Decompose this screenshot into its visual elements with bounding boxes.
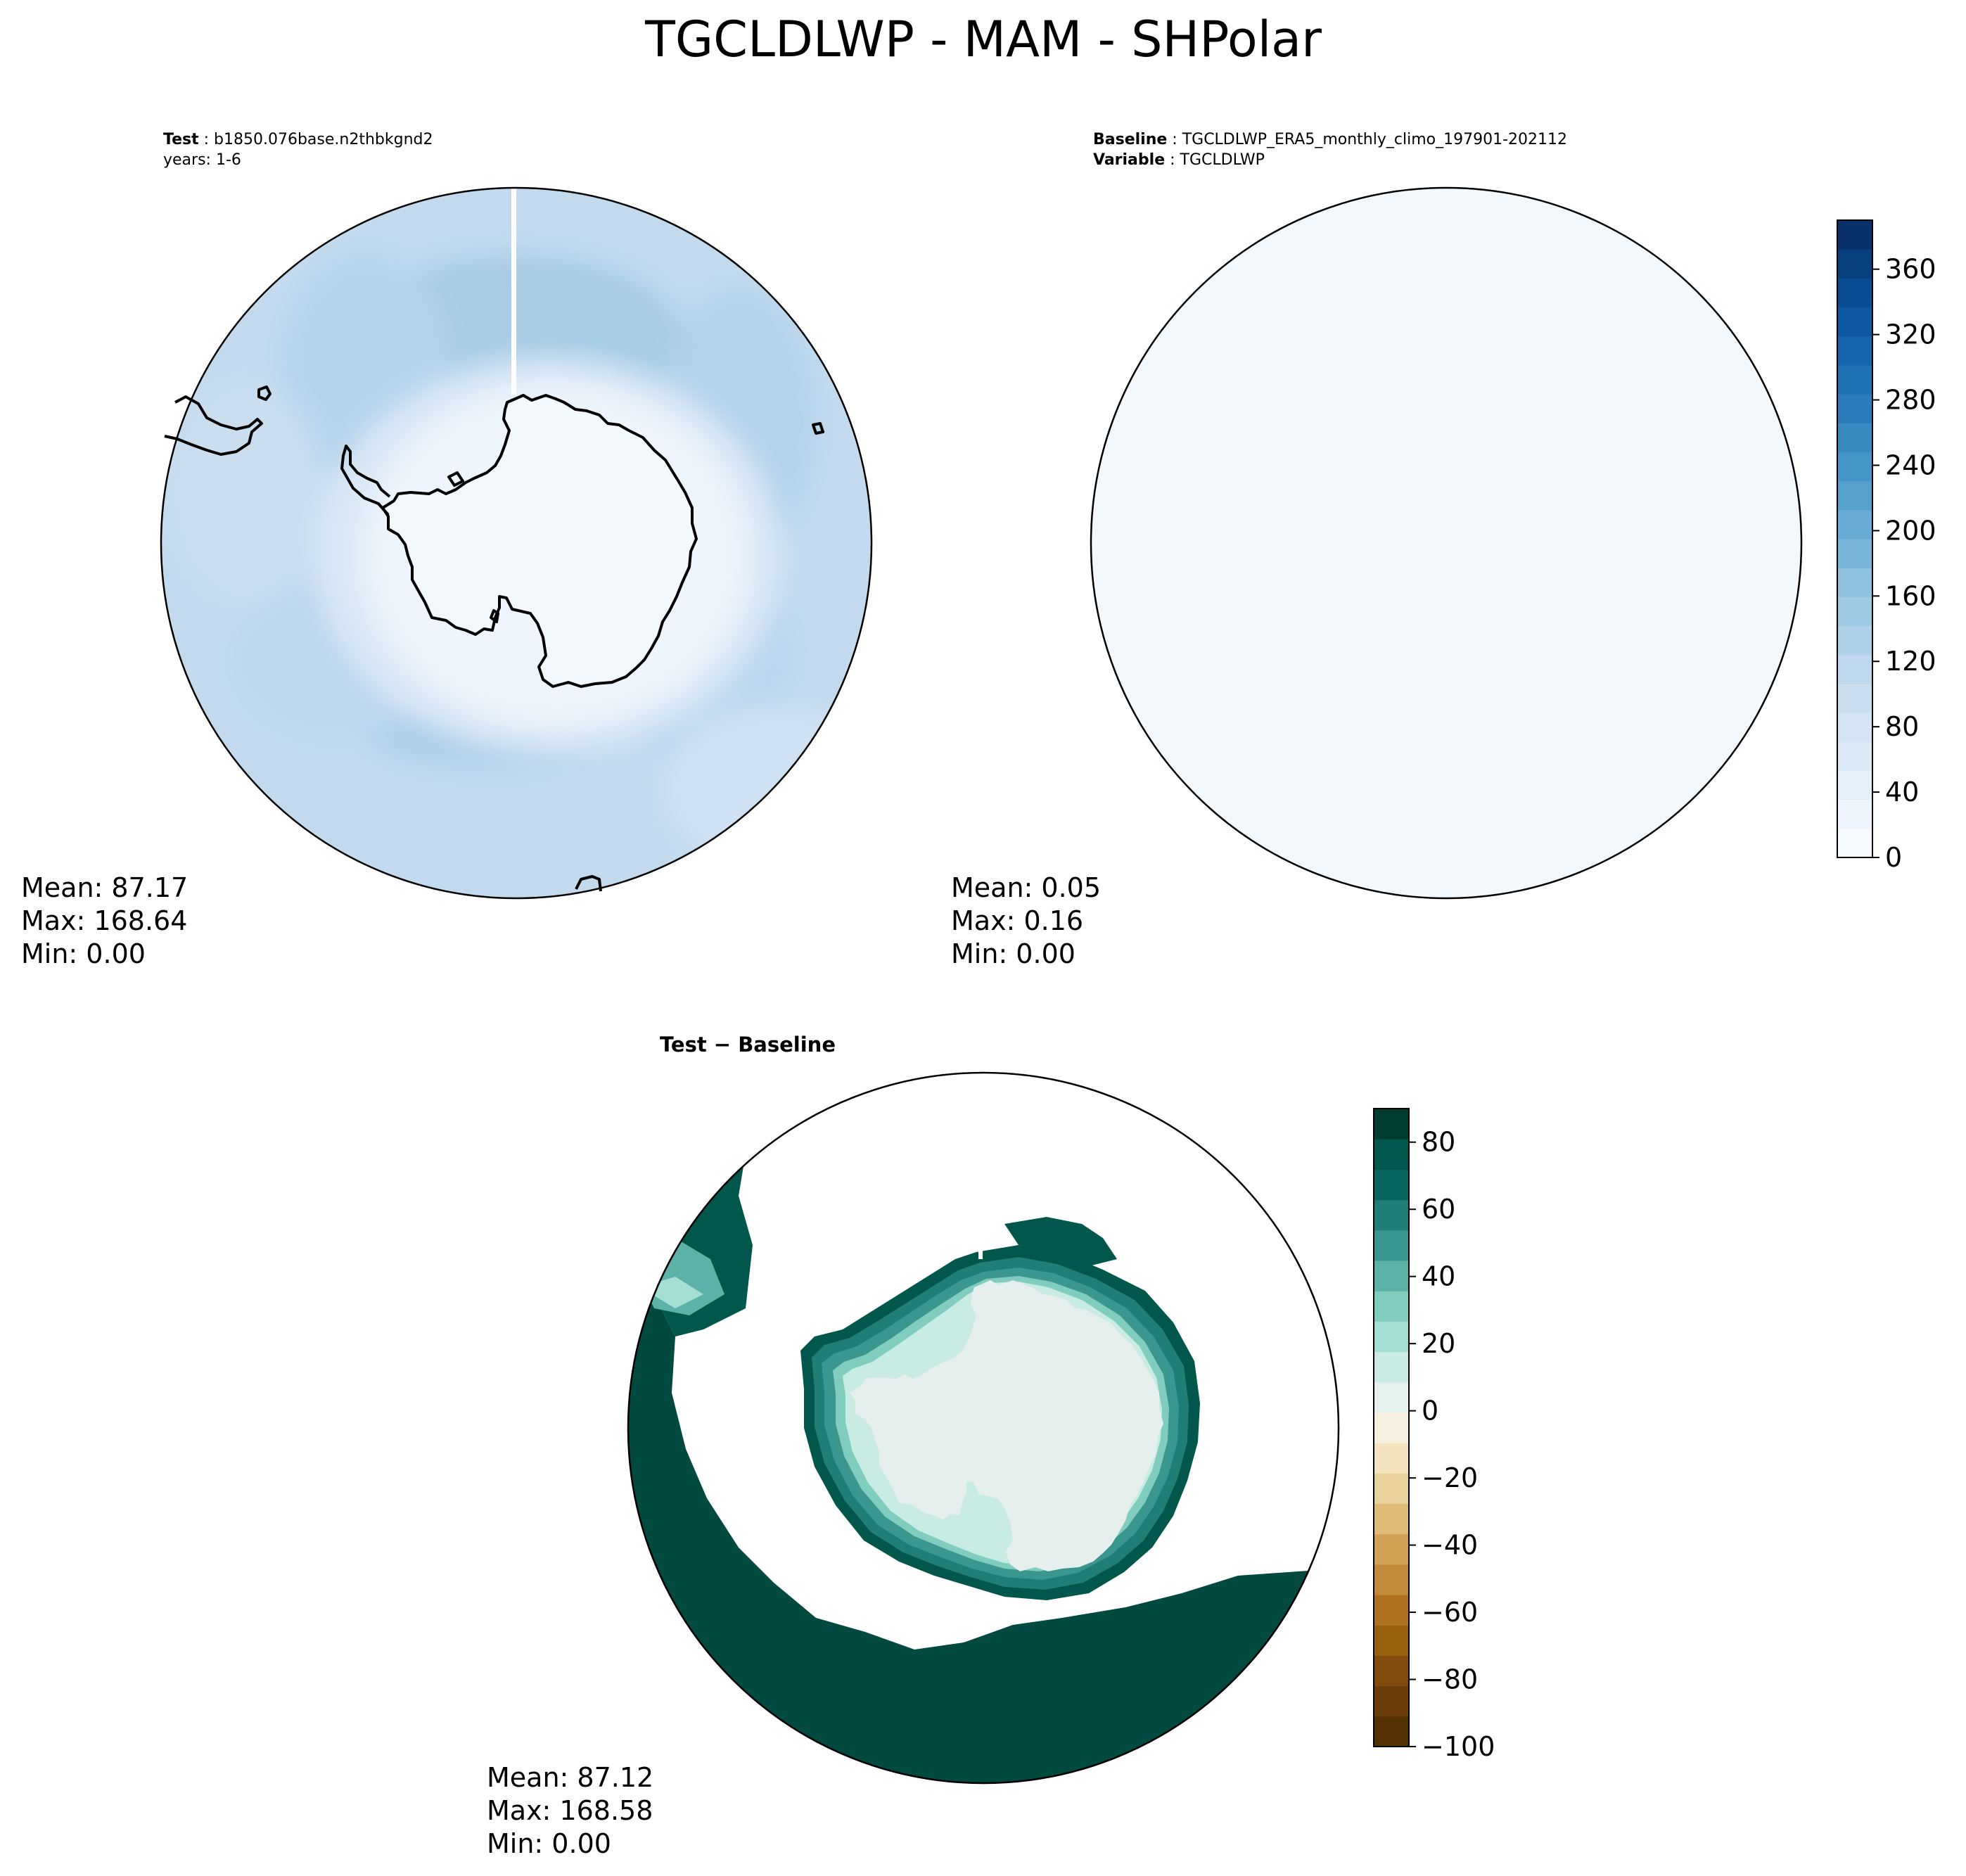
diverging-colorbar-segment xyxy=(1374,1321,1409,1353)
diverging-colorbar-segment xyxy=(1374,1382,1409,1413)
test-subheader: years: 1-6 xyxy=(163,151,241,169)
blues-colorbar-segment xyxy=(1837,539,1872,568)
baseline-variable-label: Variable xyxy=(1093,151,1165,169)
baseline-header-label: Baseline xyxy=(1093,131,1167,148)
blues-colorbar: 0 40 80 120 160 200 240 280 320 360 xyxy=(1837,219,1936,873)
diverging-colorbar-tick-label: 40 xyxy=(1422,1261,1455,1292)
diff-stat-mean: Mean: 87.12 xyxy=(487,1762,653,1793)
diverging-colorbar-segment xyxy=(1374,1109,1409,1140)
blues-colorbar-segment xyxy=(1837,568,1872,597)
blues-colorbar-segment xyxy=(1837,625,1872,656)
blues-colorbar-segment xyxy=(1837,220,1872,250)
blues-colorbar-segment xyxy=(1837,364,1872,395)
test-panel: Test : b1850.076base.n2thbkgnd2 years: 1… xyxy=(21,131,873,969)
blues-colorbar-segment xyxy=(1837,596,1872,627)
figure-title: TGCLDLWP - MAM - SHPolar xyxy=(644,11,1322,68)
blues-colorbar-tick-label: 360 xyxy=(1885,254,1936,285)
blues-colorbar-segment xyxy=(1837,249,1872,279)
blues-colorbar-tick-label: 80 xyxy=(1885,711,1919,742)
blues-colorbar-tick-label: 280 xyxy=(1885,385,1936,416)
diverging-colorbar-tick-label: −80 xyxy=(1422,1664,1478,1695)
diverging-colorbar-segment xyxy=(1374,1351,1409,1383)
test-stat-max: Max: 168.64 xyxy=(21,905,187,936)
test-stat-mean: Mean: 87.17 xyxy=(21,872,188,903)
blues-colorbar-segment xyxy=(1837,713,1872,742)
diverging-colorbar-segment xyxy=(1374,1655,1409,1687)
baseline-stat-mean: Mean: 0.05 xyxy=(951,872,1101,903)
diverging-colorbar-segment xyxy=(1374,1685,1409,1717)
diverging-colorbar-segment xyxy=(1374,1473,1409,1505)
test-map-boundary xyxy=(160,186,873,900)
blues-colorbar-segment xyxy=(1837,336,1872,366)
diverging-colorbar-segment xyxy=(1374,1199,1409,1231)
diverging-colorbar-tick-label: 80 xyxy=(1422,1127,1455,1158)
baseline-subheader: Variable : TGCLDLWP xyxy=(1093,151,1265,169)
test-map xyxy=(161,188,872,898)
diverging-colorbar-segment xyxy=(1374,1169,1409,1201)
blues-colorbar-segment xyxy=(1837,828,1872,858)
diverging-colorbar-frame xyxy=(1373,1108,1410,1747)
blues-colorbar-segment xyxy=(1837,307,1872,337)
blues-colorbar-segment xyxy=(1837,683,1872,713)
diverging-colorbar-segment xyxy=(1374,1443,1409,1474)
blues-colorbar-tick-label: 200 xyxy=(1885,515,1936,546)
diverging-colorbar-segment xyxy=(1374,1503,1409,1535)
blues-colorbar-tick-label: 240 xyxy=(1885,449,1936,480)
blues-colorbar-tick-label: 320 xyxy=(1885,319,1936,350)
blues-colorbar-segment xyxy=(1837,770,1872,800)
diverging-colorbar-tick-label: 60 xyxy=(1422,1194,1455,1225)
baseline-header: Baseline : TGCLDLWP_ERA5_monthly_climo_1… xyxy=(1093,131,1567,148)
diverging-colorbar-tick-label: 20 xyxy=(1422,1328,1455,1359)
diverging-colorbar-tick-label: −40 xyxy=(1422,1530,1478,1561)
diverging-colorbar-tick-label: 0 xyxy=(1422,1396,1438,1427)
test-stat-min: Min: 0.00 xyxy=(21,938,146,969)
baseline-stat-max: Max: 0.16 xyxy=(951,905,1083,936)
baseline-variable-value: TGCLDLWP xyxy=(1180,151,1265,169)
blues-colorbar-tick-label: 120 xyxy=(1885,646,1936,677)
blues-colorbar-frame xyxy=(1837,219,1873,858)
diverging-colorbar-tick-label: −100 xyxy=(1422,1731,1495,1762)
diff-stat-min: Min: 0.00 xyxy=(487,1828,611,1859)
test-missing-data-strip xyxy=(511,188,516,395)
diverging-colorbar-segment xyxy=(1374,1230,1409,1261)
diverging-colorbar-segment xyxy=(1374,1564,1409,1595)
test-header-label: Test xyxy=(163,131,199,148)
diverging-colorbar-segment xyxy=(1374,1533,1409,1565)
diverging-colorbar-segment xyxy=(1374,1625,1409,1657)
diverging-colorbar: −100 −80 −60 −40 −20 0 20 40 60 80 xyxy=(1373,1108,1495,1762)
diverging-colorbar-segment xyxy=(1374,1716,1409,1747)
test-header-value: b1850.076base.n2thbkgnd2 xyxy=(214,131,433,148)
blues-colorbar-segment xyxy=(1837,452,1872,482)
diverging-colorbar-tick-label: −60 xyxy=(1422,1597,1478,1628)
blues-colorbar-segment xyxy=(1837,423,1872,453)
diverging-colorbar-segment xyxy=(1374,1595,1409,1626)
diff-map-boundary xyxy=(627,1071,1340,1785)
blues-colorbar-segment xyxy=(1837,509,1872,540)
baseline-map xyxy=(1091,188,1801,898)
blues-colorbar-segment xyxy=(1837,799,1872,829)
diff-map xyxy=(628,1073,1339,1783)
blues-colorbar-tick-label: 40 xyxy=(1885,777,1919,808)
diverging-colorbar-segment xyxy=(1374,1291,1409,1322)
baseline-header-value: TGCLDLWP_ERA5_monthly_climo_197901-20211… xyxy=(1182,131,1567,148)
blues-colorbar-tick-label: 0 xyxy=(1885,842,1902,873)
diff-panel: Test − Baseline xyxy=(487,1033,1340,1859)
baseline-stat-min: Min: 0.00 xyxy=(951,938,1075,969)
blues-colorbar-segment xyxy=(1837,394,1872,423)
diff-stat-max: Max: 168.58 xyxy=(487,1795,653,1826)
blues-colorbar-segment xyxy=(1837,480,1872,511)
blues-colorbar-segment xyxy=(1837,741,1872,772)
test-header: Test : b1850.076base.n2thbkgnd2 xyxy=(163,131,433,148)
baseline-panel: Baseline : TGCLDLWP_ERA5_monthly_climo_1… xyxy=(951,131,1803,969)
diverging-colorbar-tick-label: −20 xyxy=(1422,1462,1478,1493)
blues-colorbar-segment xyxy=(1837,654,1872,684)
blues-colorbar-tick-label: 160 xyxy=(1885,580,1936,611)
diverging-colorbar-segment xyxy=(1374,1139,1409,1170)
baseline-map-boundary xyxy=(1090,186,1803,900)
diverging-colorbar-segment xyxy=(1374,1260,1409,1291)
blues-colorbar-segment xyxy=(1837,278,1872,308)
diverging-colorbar-segment xyxy=(1374,1412,1409,1443)
diff-title: Test − Baseline xyxy=(660,1033,836,1057)
